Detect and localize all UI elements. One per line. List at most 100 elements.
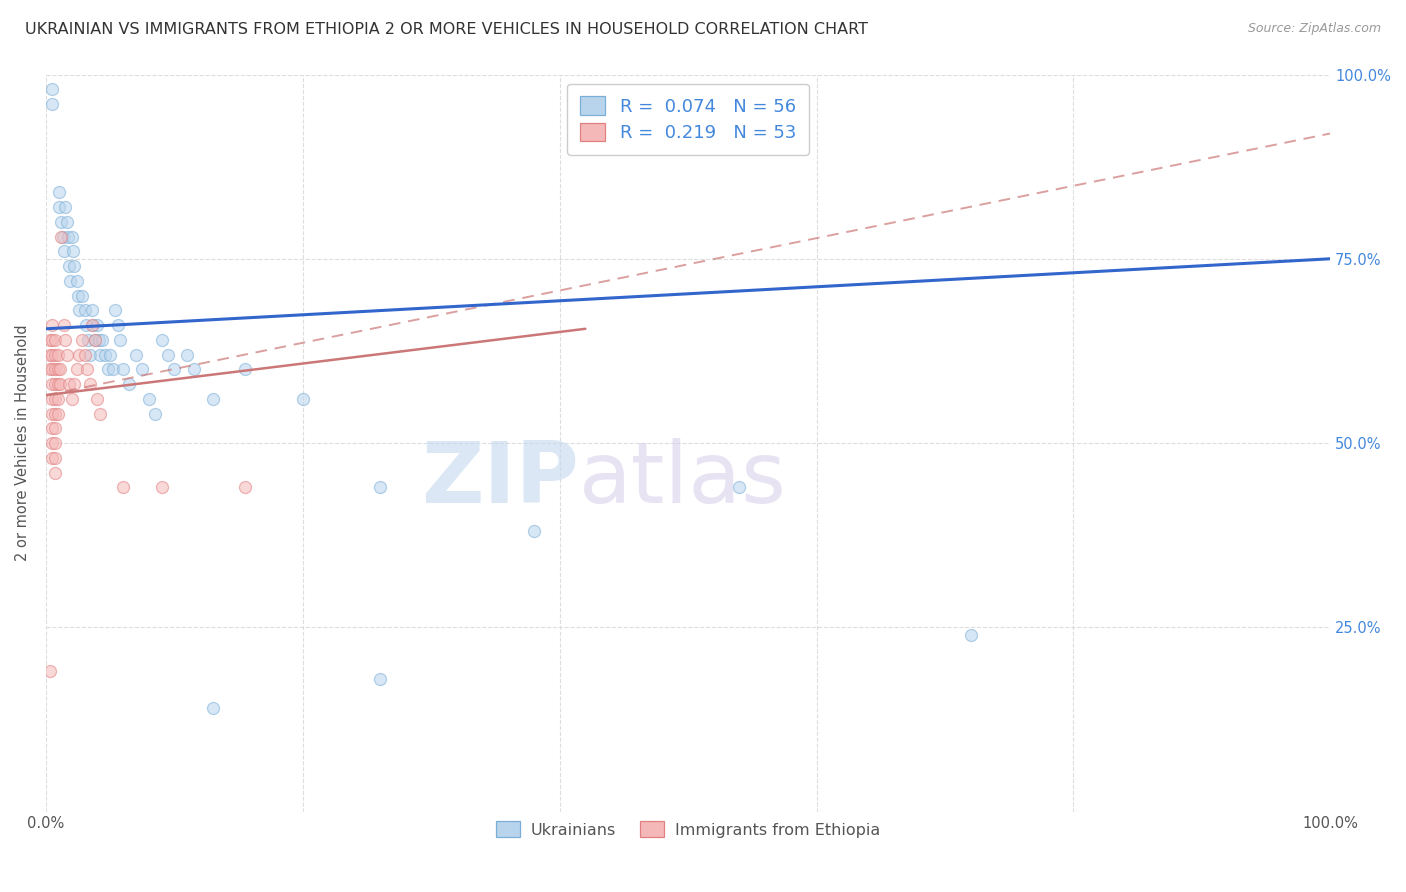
Point: [41, 436, 63, 450]
Point: [48, 200, 70, 214]
Point: [70, 333, 93, 347]
Point: [118, 377, 141, 392]
Text: ZIP: ZIP: [422, 438, 579, 522]
Point: [176, 348, 198, 362]
Point: [44, 392, 66, 406]
Point: [156, 348, 179, 362]
Point: [41, 450, 63, 465]
Point: [66, 362, 89, 376]
Point: [104, 303, 127, 318]
Point: [38, 348, 60, 362]
Point: [51, 215, 73, 229]
Point: [62, 244, 84, 259]
Point: [44, 407, 66, 421]
Point: [58, 259, 80, 273]
Point: [959, 627, 981, 641]
Point: [201, 701, 224, 715]
Point: [107, 318, 129, 332]
Text: Source: ZipAtlas.com: Source: ZipAtlas.com: [1247, 22, 1381, 36]
Point: [368, 480, 391, 494]
Point: [44, 348, 66, 362]
Point: [73, 303, 96, 318]
Point: [46, 392, 69, 406]
Point: [53, 333, 76, 347]
Point: [70, 288, 93, 302]
Point: [44, 466, 66, 480]
Point: [79, 348, 101, 362]
Point: [41, 362, 63, 376]
Point: [97, 362, 120, 376]
Text: UKRAINIAN VS IMMIGRANTS FROM ETHIOPIA 2 OR MORE VEHICLES IN HOUSEHOLD CORRELATIO: UKRAINIAN VS IMMIGRANTS FROM ETHIOPIA 2 …: [25, 22, 869, 37]
Point: [728, 480, 751, 494]
Point: [73, 348, 96, 362]
Point: [86, 318, 108, 332]
Point: [201, 392, 224, 406]
Point: [101, 362, 124, 376]
Point: [46, 348, 69, 362]
Point: [52, 318, 75, 332]
Point: [49, 362, 72, 376]
Point: [82, 318, 104, 332]
Point: [77, 333, 100, 347]
Point: [67, 303, 90, 318]
Point: [150, 480, 173, 494]
Point: [79, 377, 101, 392]
Point: [86, 392, 108, 406]
Point: [233, 480, 256, 494]
Point: [291, 392, 314, 406]
Point: [59, 274, 82, 288]
Point: [56, 229, 79, 244]
Point: [49, 377, 72, 392]
Point: [82, 303, 104, 318]
Point: [138, 392, 160, 406]
Point: [41, 377, 63, 392]
Point: [55, 215, 77, 229]
Point: [112, 362, 135, 376]
Point: [41, 97, 63, 112]
Point: [67, 288, 90, 302]
Point: [44, 377, 66, 392]
Point: [41, 407, 63, 421]
Point: [94, 348, 117, 362]
Point: [83, 333, 105, 347]
Point: [233, 362, 256, 376]
Point: [58, 377, 80, 392]
Point: [55, 348, 77, 362]
Y-axis label: 2 or more Vehicles in Household: 2 or more Vehicles in Household: [15, 325, 30, 561]
Point: [41, 82, 63, 96]
Point: [89, 407, 111, 421]
Point: [44, 362, 66, 376]
Point: [131, 362, 153, 376]
Point: [98, 348, 121, 362]
Point: [143, 407, 166, 421]
Point: [60, 392, 83, 406]
Point: [52, 229, 75, 244]
Point: [38, 333, 60, 347]
Point: [60, 229, 83, 244]
Point: [41, 421, 63, 435]
Point: [110, 333, 132, 347]
Point: [41, 392, 63, 406]
Point: [41, 318, 63, 332]
Point: [76, 362, 98, 376]
Point: [112, 480, 135, 494]
Point: [66, 274, 89, 288]
Point: [125, 348, 148, 362]
Point: [83, 333, 105, 347]
Point: [38, 665, 60, 679]
Point: [63, 259, 86, 273]
Point: [53, 200, 76, 214]
Point: [51, 229, 73, 244]
Point: [38, 362, 60, 376]
Point: [163, 362, 186, 376]
Point: [82, 318, 104, 332]
Point: [523, 524, 546, 539]
Point: [150, 333, 173, 347]
Point: [46, 407, 69, 421]
Point: [46, 377, 69, 392]
Point: [41, 348, 63, 362]
Point: [52, 244, 75, 259]
Legend: Ukrainians, Immigrants from Ethiopia: Ukrainians, Immigrants from Ethiopia: [489, 814, 887, 844]
Point: [87, 333, 110, 347]
Point: [44, 333, 66, 347]
